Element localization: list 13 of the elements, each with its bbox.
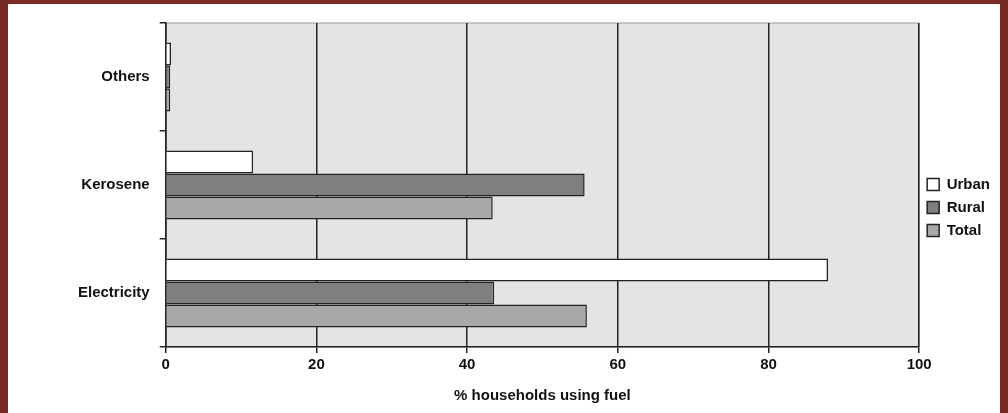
x-tick-label: 80 bbox=[760, 355, 777, 373]
y-tick-label: Electricity bbox=[77, 283, 151, 301]
y-tick-label: Others bbox=[101, 67, 150, 85]
legend-label: Urban bbox=[946, 174, 991, 192]
x-tick-label: 40 bbox=[458, 355, 476, 373]
x-axis-title: % households using fuel bbox=[454, 386, 631, 404]
legend-label: Rural bbox=[946, 197, 986, 215]
x-tick-label: 20 bbox=[308, 355, 325, 373]
legend-label: Total bbox=[946, 220, 982, 238]
y-tick-label: Kerosene bbox=[81, 175, 150, 193]
x-tick-label: 0 bbox=[161, 355, 170, 373]
x-tick-label: 60 bbox=[609, 355, 627, 373]
x-tick-label: 100 bbox=[906, 355, 932, 373]
